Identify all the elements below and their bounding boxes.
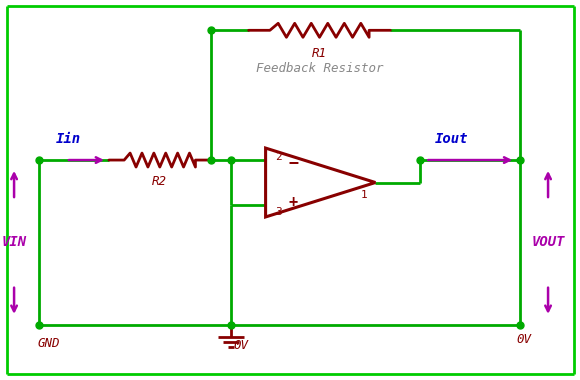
Text: 1: 1 [361, 190, 367, 201]
Text: VOUT: VOUT [531, 235, 565, 249]
Text: R1: R1 [312, 47, 327, 60]
Text: 3: 3 [276, 207, 282, 217]
Text: −: − [288, 153, 299, 171]
Text: 0V: 0V [516, 333, 531, 346]
Text: Iout: Iout [435, 132, 469, 146]
Text: GND: GND [37, 337, 60, 350]
Text: 2: 2 [276, 152, 282, 162]
Text: Iin: Iin [56, 132, 81, 146]
Text: R2: R2 [153, 175, 167, 188]
Text: 0V: 0V [234, 339, 249, 352]
Text: VIN: VIN [2, 235, 27, 249]
Text: +: + [289, 195, 298, 211]
Text: Feedback Resistor: Feedback Resistor [256, 62, 383, 75]
